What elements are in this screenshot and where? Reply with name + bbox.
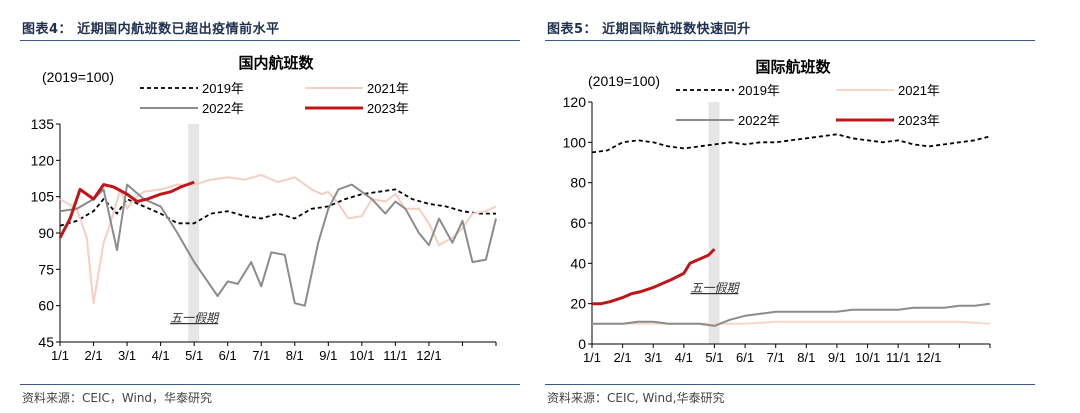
right-x-tick-label: 2/1: [614, 350, 632, 365]
right-x-tick-label: 4/1: [675, 350, 693, 365]
right-y-tick-label: 100: [563, 134, 587, 150]
left-chart-title: 国内航班数: [238, 54, 314, 72]
left-caption: 图表4： 近期国内航班数已超出疫情前水平: [22, 22, 280, 37]
right-holiday-band: [708, 102, 720, 344]
right-x-tick-label: 1/1: [583, 350, 601, 365]
left-unit-note: (2019=100): [42, 69, 114, 85]
left-x-tick-label: 1/1: [51, 348, 69, 363]
left-holiday-annotation: 五一假期: [170, 311, 220, 325]
right-x-tick-label: 7/1: [767, 350, 785, 365]
left-y-tick-label: 60: [38, 298, 54, 314]
left-legend-label: 2021年: [367, 81, 409, 96]
right-series-2022: [592, 302, 991, 327]
right-legend-label: 2022年: [738, 113, 780, 128]
right-x-tick-label: 11/1: [886, 350, 910, 365]
left-legend-label: 2019年: [202, 81, 244, 96]
right-unit-note: (2019=100): [588, 73, 660, 89]
right-x-tick-label: 10/1: [855, 350, 880, 365]
right-x-tick-label: 3/1: [644, 350, 662, 365]
right-series-2023: [592, 248, 716, 306]
left-y-tick-label: 90: [38, 225, 54, 241]
right-x-tick-label: 12/1: [916, 350, 941, 365]
right-caption-rule: [545, 40, 1035, 41]
left-caption-rule: [20, 40, 520, 41]
left-series-2019: [59, 188, 496, 227]
left-x-tick-label: 11/1: [383, 348, 407, 363]
left-x-tick-label: 4/1: [152, 348, 170, 363]
right-legend-label: 2019年: [738, 83, 780, 98]
right-series-2021: [592, 320, 991, 325]
left-x-tick-label: 10/1: [349, 348, 374, 363]
left-legend-label: 2023年: [367, 101, 409, 116]
right-chart-title: 国际航班数: [755, 58, 831, 76]
left-y-tick-label: 120: [31, 152, 55, 168]
left-legend-label: 2022年: [202, 101, 244, 116]
right-legend-label: 2021年: [898, 83, 940, 98]
left-x-tick-label: 7/1: [252, 348, 270, 363]
right-x-tick-label: 5/1: [705, 350, 723, 365]
left-source-rule: [20, 384, 520, 385]
right-y-tick-label: 80: [570, 175, 586, 191]
right-x-tick-label: 9/1: [828, 350, 846, 365]
right-source: 资料来源：CEIC, Wind,华泰研究: [547, 391, 725, 405]
left-x-tick-label: 12/1: [416, 348, 441, 363]
right-series-2019: [591, 133, 991, 154]
right-legend-label: 2023年: [898, 113, 940, 128]
left-x-tick-label: 2/1: [84, 348, 102, 363]
right-y-tick-label: 60: [570, 215, 586, 231]
right-caption: 图表5： 近期国际航班数快速回升: [547, 22, 751, 37]
right-y-tick-label: 120: [563, 94, 587, 110]
right-x-tick-label: 8/1: [797, 350, 815, 365]
right-y-tick-label: 0: [578, 336, 586, 352]
left-y-tick-label: 45: [38, 334, 54, 350]
right-source-rule: [545, 384, 1035, 385]
left-x-tick-label: 9/1: [319, 348, 337, 363]
left-y-tick-label: 135: [31, 116, 55, 132]
left-y-tick-label: 75: [38, 261, 54, 277]
left-y-tick-label: 105: [31, 189, 55, 205]
right-x-tick-label: 6/1: [736, 350, 754, 365]
left-x-tick-label: 6/1: [219, 348, 237, 363]
right-y-tick-label: 40: [570, 255, 586, 271]
left-holiday-band: [188, 124, 200, 342]
left-x-tick-label: 5/1: [185, 348, 203, 363]
right-holiday-annotation: 五一假期: [690, 281, 740, 295]
left-source: 资料来源：CEIC，Wind，华泰研究: [22, 391, 213, 405]
left-x-tick-label: 8/1: [286, 348, 304, 363]
left-x-tick-label: 3/1: [118, 348, 136, 363]
right-y-tick-label: 20: [570, 296, 586, 312]
left-series-2023: [58, 180, 195, 239]
